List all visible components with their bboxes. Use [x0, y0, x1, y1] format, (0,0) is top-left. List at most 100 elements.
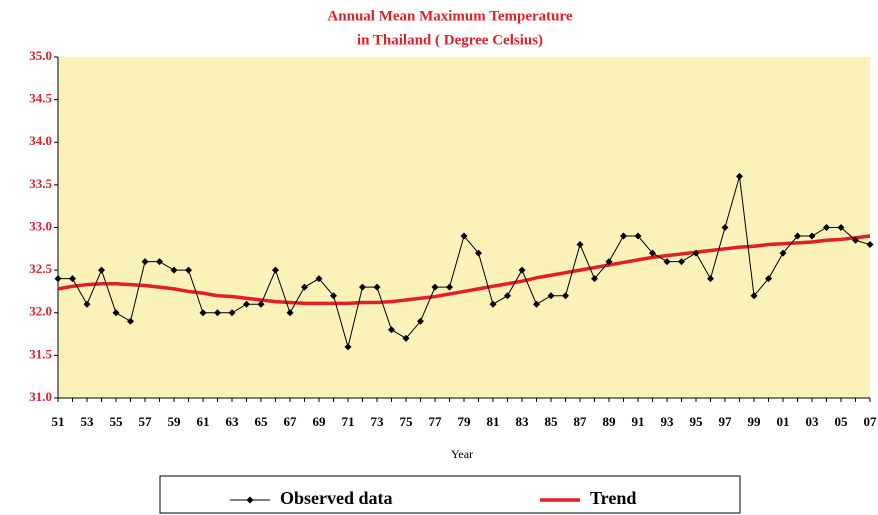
legend-label: Observed data [280, 488, 393, 508]
legend-marker [246, 496, 254, 504]
y-tick-label: 33.5 [29, 176, 52, 191]
data-point [678, 258, 685, 266]
data-point [98, 266, 105, 274]
data-point [460, 232, 468, 240]
y-tick-label: 34.0 [29, 133, 52, 148]
y-tick-label: 32.5 [29, 261, 52, 276]
plot-area [58, 57, 870, 398]
data-point [518, 266, 526, 274]
data-point [707, 275, 714, 283]
data-point [330, 292, 337, 300]
data-point [794, 232, 801, 240]
data-point [866, 241, 874, 249]
data-point [446, 283, 453, 291]
data-point [808, 232, 816, 240]
x-tick-label: 61 [197, 414, 210, 429]
data-point [127, 317, 134, 325]
y-tick-label: 34.5 [29, 91, 52, 106]
x-tick-label: 05 [835, 414, 849, 429]
data-point [547, 292, 555, 300]
x-tick-label: 79 [458, 414, 472, 429]
data-point [779, 249, 787, 257]
data-point [257, 300, 265, 308]
data-point [431, 283, 439, 291]
x-tick-label: 75 [400, 414, 414, 429]
x-tick-label: 69 [313, 414, 327, 429]
data-point [750, 292, 758, 300]
data-point [199, 309, 207, 317]
data-point [214, 309, 221, 317]
data-point [489, 300, 497, 308]
data-point [359, 283, 366, 291]
data-point [69, 275, 76, 283]
data-point [663, 258, 671, 266]
data-point [344, 343, 352, 351]
x-tick-label: 99 [748, 414, 762, 429]
data-point [823, 224, 830, 231]
data-point [721, 224, 729, 231]
x-tick-label: 93 [661, 414, 675, 429]
x-tick-label: 67 [284, 414, 298, 429]
x-tick-label: 97 [719, 414, 733, 429]
x-tick-label: 87 [574, 414, 588, 429]
data-point [852, 236, 859, 244]
data-point [402, 334, 410, 342]
data-point [286, 309, 294, 317]
y-tick-label: 32.0 [29, 304, 52, 319]
data-point [533, 300, 540, 308]
data-point [301, 283, 308, 291]
data-point [591, 275, 598, 283]
x-tick-label: 73 [371, 414, 385, 429]
x-tick-label: 77 [429, 414, 443, 429]
data-point [634, 232, 642, 240]
trend-line [57, 234, 871, 306]
data-point [605, 258, 613, 266]
data-point [736, 172, 743, 180]
data-point [765, 275, 772, 283]
data-point [620, 232, 627, 240]
x-tick-label: 81 [487, 414, 500, 429]
data-point [576, 241, 584, 249]
data-point [83, 300, 91, 308]
data-point [156, 258, 163, 266]
data-point [185, 266, 192, 274]
data-point [228, 309, 236, 317]
chart-title: Annual Mean Maximum Temperature [327, 8, 572, 24]
x-tick-label: 63 [226, 414, 240, 429]
data-point [562, 292, 569, 300]
x-axis-label: Year [451, 447, 473, 461]
data-point [243, 300, 250, 308]
x-tick-label: 59 [168, 414, 182, 429]
x-tick-label: 71 [342, 414, 355, 429]
x-tick-label: 01 [777, 414, 790, 429]
data-point [649, 249, 656, 257]
data-point [388, 326, 395, 334]
legend-box [159, 475, 741, 514]
y-tick-label: 33.0 [29, 218, 52, 233]
x-tick-label: 03 [806, 414, 820, 429]
x-tick-label: 83 [516, 414, 530, 429]
x-tick-label: 57 [139, 414, 153, 429]
data-point [373, 283, 381, 291]
y-tick-label: 31.0 [29, 389, 52, 404]
data-point [692, 249, 700, 257]
data-point [315, 275, 323, 283]
y-tick-label: 31.5 [29, 346, 52, 361]
x-tick-label: 91 [632, 414, 645, 429]
data-point [475, 249, 482, 257]
data-point [504, 292, 511, 300]
data-point [112, 309, 120, 317]
data-point [141, 258, 149, 266]
x-tick-label: 51 [52, 414, 65, 429]
legend-label: Trend [590, 488, 636, 508]
y-tick-label: 35.0 [29, 48, 52, 63]
x-tick-label: 89 [603, 414, 617, 429]
data-point [272, 266, 279, 274]
x-tick-label: 85 [545, 414, 559, 429]
chart-title: in Thailand ( Degree Celsius) [357, 32, 543, 48]
x-tick-label: 95 [690, 414, 704, 429]
data-point [837, 224, 845, 231]
x-tick-label: 65 [255, 414, 269, 429]
x-tick-label: 55 [110, 414, 124, 429]
